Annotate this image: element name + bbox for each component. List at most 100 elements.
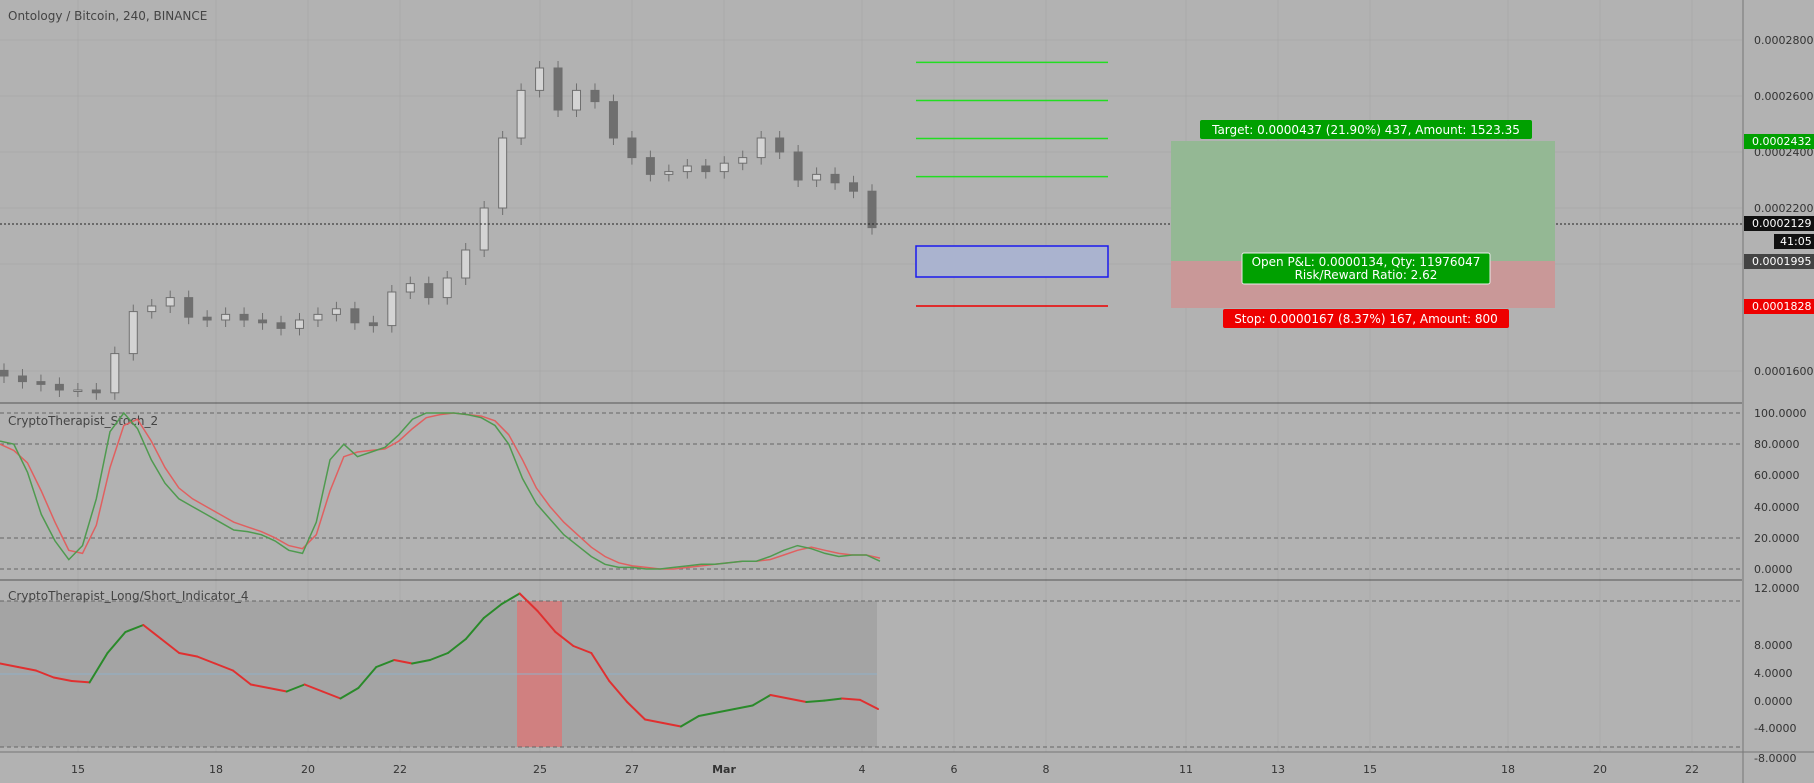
ls-segment: [464, 617, 485, 640]
ls-segment: [393, 659, 414, 665]
ls-tick: -4.0000: [1754, 722, 1796, 735]
candle: [424, 276, 434, 305]
time-tick: 6: [951, 763, 958, 776]
ls-segment: [16, 666, 37, 672]
ls-segment: [769, 694, 790, 700]
candle: [239, 307, 249, 327]
candle: [258, 313, 268, 330]
candle: [867, 184, 877, 235]
ls-tick: 8.0000: [1754, 639, 1793, 652]
ls-segment: [70, 680, 91, 684]
ls-segment: [626, 701, 647, 721]
ls-segment: [52, 676, 73, 682]
candle: [590, 83, 600, 109]
stoch-levels: [0, 412, 1742, 570]
ls-tick: 4.0000: [1754, 667, 1793, 680]
ls-segment: [733, 704, 754, 710]
ls-tick: 0.0000: [1754, 695, 1793, 708]
ls-segment: [679, 715, 700, 728]
ls-segment: [321, 690, 342, 700]
chart-title: Ontology / Bitcoin, 240, BINANCE: [8, 9, 207, 23]
price-tag-stop: 0.0001828: [1744, 299, 1814, 314]
ls-segment: [518, 592, 539, 612]
candle: [516, 83, 526, 145]
candle: [701, 159, 711, 179]
stoch-tick: 60.0000: [1754, 469, 1800, 482]
candle: [627, 131, 637, 165]
candle: [498, 131, 508, 215]
candle: [756, 131, 766, 165]
ls-segment: [751, 694, 772, 707]
svg-text:Open P&L: 0.0000134, Qty: 1197: Open P&L: 0.0000134, Qty: 11976047: [1252, 255, 1481, 269]
ls-segment: [357, 666, 378, 689]
time-tick: 11: [1179, 763, 1193, 776]
time-axis[interactable]: 15 18 20 22 25 27 Mar 4 6 8 11 13 15 18 …: [71, 763, 1699, 776]
candle: [184, 290, 194, 325]
entry-zone-box[interactable]: [915, 245, 1109, 278]
price-tick: 0.0002600: [1754, 90, 1814, 103]
ls-segment: [88, 652, 109, 684]
target-label[interactable]: Target: 0.0000437 (21.90%) 437, Amount: …: [1200, 120, 1532, 139]
time-tick: 20: [301, 763, 315, 776]
time-tick: 20: [1593, 763, 1607, 776]
ls-segment: [124, 624, 145, 633]
ls-segment: [661, 722, 682, 728]
ls-segment: [536, 610, 557, 633]
candle: [0, 363, 9, 383]
time-tick: 4: [859, 763, 866, 776]
ls-segment: [500, 592, 521, 605]
candle: [442, 271, 452, 305]
candle: [202, 310, 212, 327]
ls-segment: [231, 669, 252, 686]
candle: [147, 299, 157, 319]
ls-levels: [0, 600, 1742, 748]
ls-tick: -8.0000: [1754, 752, 1796, 765]
ls-segment: [0, 662, 19, 668]
candle: [17, 369, 27, 389]
pnl-label[interactable]: Open P&L: 0.0000134, Qty: 11976047 Risk/…: [1241, 252, 1491, 285]
price-tick: 0.0002200: [1754, 202, 1814, 215]
candle: [572, 83, 582, 117]
svg-text:Stop: 0.0000167 (8.37%) 167, A: Stop: 0.0000167 (8.37%) 167, Amount: 800: [1234, 312, 1498, 326]
ls-segment: [787, 697, 808, 703]
candle: [331, 301, 341, 322]
svg-text:0.0002129: 0.0002129: [1752, 217, 1812, 230]
stoch-tick: 100.0000: [1754, 407, 1807, 420]
time-tick: Mar: [712, 763, 736, 776]
candle: [645, 150, 655, 182]
candle: [36, 374, 46, 392]
stoch-tick: 0.0000: [1754, 563, 1793, 576]
price-tag-entry: 0.0001995: [1744, 254, 1814, 269]
candle: [387, 285, 397, 333]
price-tag-last: 0.0002129: [1744, 216, 1814, 231]
candle: [775, 131, 785, 159]
candle: [313, 307, 323, 327]
time-tick: 25: [533, 763, 547, 776]
ls-segment: [375, 659, 396, 668]
time-tick: 27: [625, 763, 639, 776]
candle: [350, 301, 360, 330]
price-tag-countdown: 41:05: [1774, 234, 1814, 249]
candle: [812, 167, 822, 187]
candle: [128, 304, 138, 361]
candle: [405, 276, 415, 299]
time-tick: 15: [1363, 763, 1377, 776]
svg-text:Target: 0.0000437 (21.90%) 437: Target: 0.0000437 (21.90%) 437, Amount: …: [1211, 123, 1520, 137]
position-profit-zone[interactable]: [1171, 141, 1555, 261]
svg-text:Risk/Reward Ratio: 2.62: Risk/Reward Ratio: 2.62: [1295, 268, 1438, 282]
svg-text:0.0002432: 0.0002432: [1752, 135, 1812, 148]
svg-text:41:05: 41:05: [1780, 235, 1812, 248]
time-tick: 22: [1685, 763, 1699, 776]
ls-segment: [644, 718, 664, 724]
price-axis[interactable]: 0.0002800 0.0002600 0.0002400 0.0002200 …: [1754, 34, 1814, 378]
ls-segment: [285, 683, 306, 693]
time-tick: 8: [1043, 763, 1050, 776]
ls-segment: [841, 697, 862, 701]
price-tick: 0.0001600: [1754, 365, 1814, 378]
stop-label[interactable]: Stop: 0.0000167 (8.37%) 167, Amount: 800: [1223, 309, 1509, 328]
candle: [535, 61, 545, 98]
ls-segment: [590, 652, 611, 682]
ls-segment: [267, 687, 288, 693]
ls-segment: [823, 697, 844, 702]
